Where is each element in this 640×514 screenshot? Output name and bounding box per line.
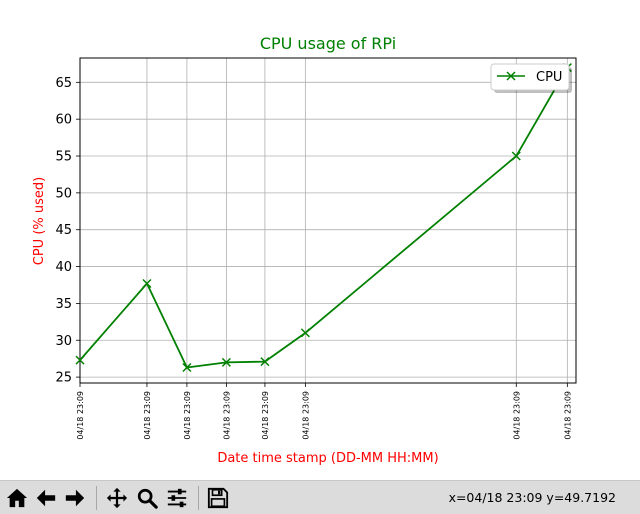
data-point [182,362,192,373]
y-axis-label: CPU (% used) [32,177,47,265]
x-tick-label: 04/18 23:09 [261,391,270,440]
legend-box [490,63,570,91]
data-point-stroke [75,355,85,365]
forward-button[interactable] [62,485,88,511]
y-tick-label: 50 [55,186,72,201]
plot-area-frame [79,57,577,384]
data-point-stroke [260,357,270,367]
legend: CPU [490,63,572,93]
x-tick-label: 04/18 23:09 [183,391,192,440]
data-point-stroke [142,278,152,289]
magnifier-icon [137,488,158,509]
navigation-toolbar: x=04/18 23:09 y=49.7192 [0,480,640,514]
x-axis: 04/18 23:09 04/18 23:09 04/18 23:09 04/18 2… [76,383,572,440]
y-tick-label: 30 [55,334,72,349]
move-icon [106,487,128,509]
legend-marker-cpu [506,71,516,81]
y-axis: 25 30 35 40 45 50 55 60 65 [55,76,80,386]
data-point-stroke [511,151,521,161]
data-point [300,328,310,338]
series-line-cpu [79,67,569,369]
forward-arrow-icon [65,489,85,507]
data-point-stroke [221,357,231,367]
x-tick-label: 04/18 23:09 [301,391,310,440]
y-tick-label: 45 [55,223,72,238]
zoom-button[interactable] [134,485,160,511]
y-tick-label: 60 [55,113,72,128]
series-cpu [75,63,572,373]
x-axis-label: Date time stamp (DD-MM HH:MM) [217,451,438,466]
data-point [75,355,85,365]
legend-marker-stroke [506,71,516,81]
toolbar-separator [96,486,97,510]
data-point [221,357,231,367]
back-button[interactable] [33,485,59,511]
x-tick-label: 04/18 23:09 [76,391,85,440]
legend-label-cpu: CPU [536,70,562,85]
data-point-stroke [300,328,310,338]
data-point-stroke [182,362,192,373]
x-tick-label: 04/18 23:09 [563,391,572,440]
y-tick-label: 55 [55,150,72,165]
chart-title: CPU usage of RPi [260,34,396,53]
data-point [142,278,152,289]
y-tick-label: 25 [55,371,72,386]
home-button[interactable] [4,485,30,511]
y-tick-label: 65 [55,76,72,91]
back-arrow-icon [36,489,56,507]
x-tick-label: 04/18 23:09 [512,391,521,440]
pan-button[interactable] [104,485,130,511]
grid [79,58,576,383]
x-tick-label: 04/18 23:09 [143,391,152,440]
y-tick-label: 35 [55,297,72,312]
data-point [511,151,521,161]
save-button[interactable] [205,485,231,511]
toolbar-separator [198,486,199,510]
figure-canvas[interactable]: 25 30 35 40 45 50 55 60 65 04/18 23:09 04/18 23:0… [0,0,640,480]
x-tick-label: 04/18 23:09 [222,391,231,440]
floppy-disk-icon [207,487,229,509]
y-tick-label: 40 [55,260,72,275]
sliders-icon [167,488,187,508]
data-point [260,357,270,367]
configure-subplots-button[interactable] [164,485,190,511]
home-icon [6,488,28,508]
cursor-coordinates: x=04/18 23:09 y=49.7192 [448,490,616,505]
